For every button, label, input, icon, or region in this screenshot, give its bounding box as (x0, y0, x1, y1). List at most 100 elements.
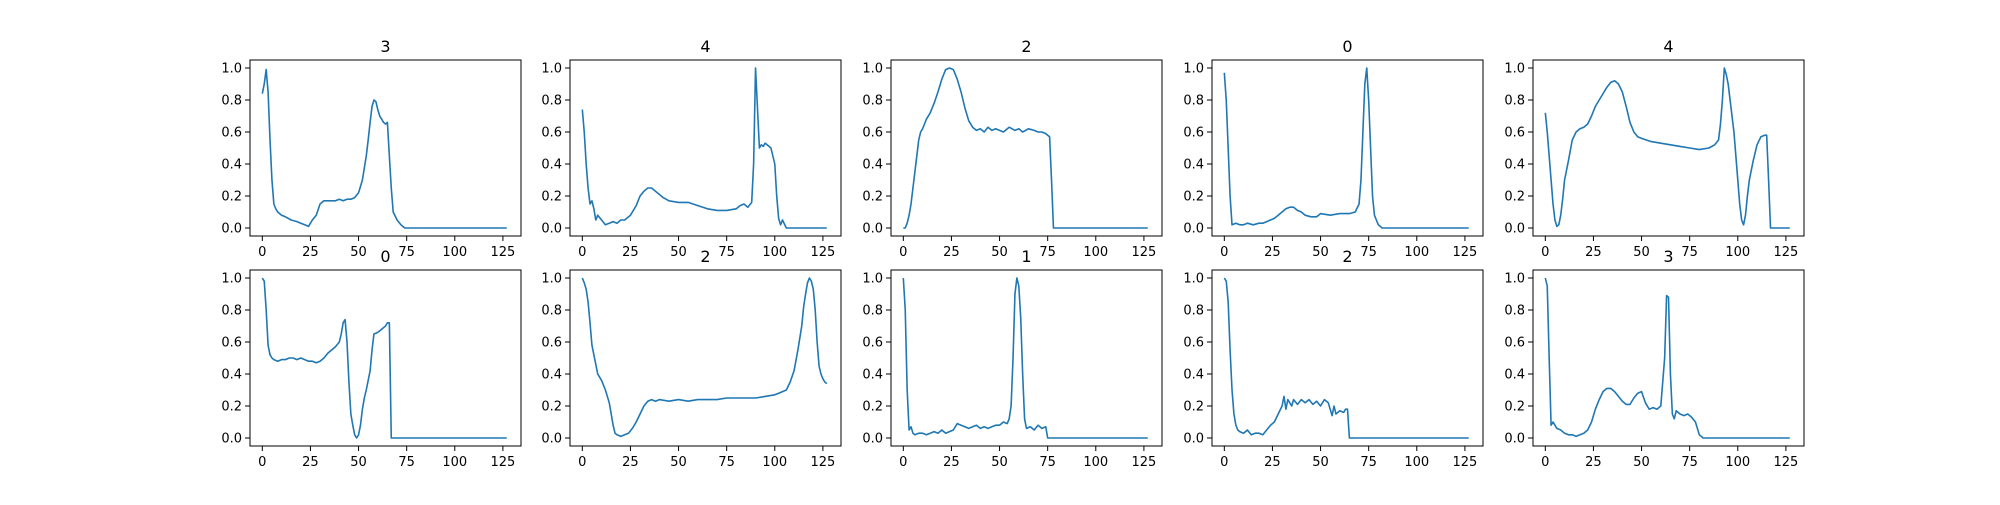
x-tick-label: 125 (1773, 455, 1798, 470)
y-tick-label: 0.6 (1504, 126, 1525, 141)
x-tick-label: 0 (1541, 245, 1549, 260)
y-tick-label: 0.2 (1504, 400, 1525, 415)
x-tick-label: 25 (1585, 455, 1602, 470)
x-tick-label: 100 (1725, 455, 1750, 470)
y-tick-label: 0.8 (541, 94, 562, 109)
x-tick-label: 100 (1404, 245, 1429, 260)
y-tick-label: 0.2 (541, 190, 562, 205)
x-tick-label: 100 (442, 245, 467, 260)
x-tick-label: 25 (943, 245, 960, 260)
x-tick-label: 125 (1452, 245, 1477, 260)
x-tick-label: 50 (1312, 455, 1329, 470)
x-tick-label: 0 (899, 455, 907, 470)
subplot-title: 3 (380, 37, 390, 56)
x-tick-label: 0 (1220, 245, 1228, 260)
subplot-2: 2 0 25 50 75 100 125 0.0 0.2 0.4 0.6 0.8 1.0 (862, 37, 1163, 260)
subplot-title: 0 (1342, 37, 1352, 56)
x-tick-label: 75 (1039, 455, 1056, 470)
y-tick-label: 0.4 (541, 158, 562, 173)
y-tick-label: 0.0 (221, 432, 242, 447)
y-tick-label: 0.0 (1504, 432, 1525, 447)
axes-frame (1532, 269, 1805, 447)
x-tick-label: 100 (1083, 455, 1108, 470)
x-tick-label: 50 (991, 455, 1008, 470)
subplot-7: 1 0 25 50 75 100 125 0.0 0.2 0.4 0.6 0.8 1.0 (862, 247, 1163, 470)
y-tick-label: 0.4 (541, 368, 562, 383)
y-tick-label: 0.4 (1504, 158, 1525, 173)
y-tick-label: 1.0 (221, 272, 242, 287)
y-tick-label: 0.4 (221, 158, 242, 173)
x-tick-label: 75 (398, 245, 415, 260)
y-tick-label: 0.0 (541, 432, 562, 447)
y-tick-label: 1.0 (862, 62, 883, 77)
x-tick-label: 125 (1452, 455, 1477, 470)
y-tick-label: 0.2 (862, 190, 883, 205)
subplot-title: 1 (1021, 247, 1031, 266)
series-line-0 (581, 67, 827, 229)
y-tick-label: 0.8 (541, 304, 562, 319)
x-tick-label: 50 (670, 245, 687, 260)
x-tick-label: 100 (442, 455, 467, 470)
x-tick-label: 100 (1083, 245, 1108, 260)
x-tick-label: 75 (1039, 245, 1056, 260)
x-tick-label: 0 (258, 455, 266, 470)
x-tick-label: 75 (1681, 455, 1698, 470)
x-tick-label: 125 (1131, 455, 1156, 470)
y-tick-label: 1.0 (1504, 272, 1525, 287)
x-tick-label: 0 (1220, 455, 1228, 470)
x-tick-label: 50 (991, 245, 1008, 260)
x-tick-label: 25 (943, 455, 960, 470)
x-tick-label: 0 (258, 245, 266, 260)
series-line-0 (1544, 67, 1790, 229)
x-tick-label: 25 (1264, 455, 1281, 470)
subplot-5: 0 0 25 50 75 100 125 0.0 0.2 0.4 0.6 0.8 1.0 (221, 247, 522, 470)
y-tick-label: 0.6 (541, 126, 562, 141)
axes-frame (1532, 59, 1805, 237)
series-line-0 (261, 68, 507, 229)
x-tick-label: 125 (1131, 245, 1156, 260)
x-tick-label: 100 (1725, 245, 1750, 260)
x-tick-label: 125 (810, 455, 835, 470)
y-tick-label: 0.0 (862, 222, 883, 237)
y-tick-label: 0.6 (862, 336, 883, 351)
y-tick-label: 0.2 (1183, 190, 1204, 205)
axes-frame (249, 269, 522, 447)
subplot-title: 0 (380, 247, 390, 266)
x-tick-label: 125 (490, 245, 515, 260)
x-tick-label: 100 (762, 455, 787, 470)
x-tick-label: 0 (578, 245, 586, 260)
x-tick-label: 0 (1541, 455, 1549, 470)
subplot-9: 3 0 25 50 75 100 125 0.0 0.2 0.4 0.6 0.8 1.0 (1504, 247, 1805, 470)
x-tick-label: 75 (398, 455, 415, 470)
y-tick-label: 1.0 (862, 272, 883, 287)
y-tick-label: 0.6 (862, 126, 883, 141)
x-tick-label: 25 (1264, 245, 1281, 260)
y-tick-label: 0.0 (1183, 222, 1204, 237)
subplot-title: 3 (1663, 247, 1673, 266)
y-tick-label: 0.4 (1183, 158, 1204, 173)
axes-frame (1211, 59, 1484, 237)
y-tick-label: 0.2 (862, 400, 883, 415)
x-tick-label: 25 (622, 245, 639, 260)
x-tick-label: 50 (670, 455, 687, 470)
y-tick-label: 1.0 (1183, 272, 1204, 287)
y-tick-label: 0.0 (862, 432, 883, 447)
y-tick-label: 0.4 (862, 368, 883, 383)
x-tick-label: 50 (350, 245, 367, 260)
subplot-1: 4 0 25 50 75 100 125 0.0 0.2 0.4 0.6 0.8 1.0 (541, 37, 842, 260)
x-tick-label: 100 (1404, 455, 1429, 470)
y-tick-label: 0.6 (1504, 336, 1525, 351)
y-tick-label: 1.0 (541, 272, 562, 287)
x-tick-label: 125 (1773, 245, 1798, 260)
y-tick-label: 1.0 (541, 62, 562, 77)
y-tick-label: 0.8 (221, 304, 242, 319)
series-line-0 (902, 277, 1148, 439)
y-tick-label: 0.6 (541, 336, 562, 351)
y-tick-label: 0.4 (862, 158, 883, 173)
y-tick-label: 0.0 (1183, 432, 1204, 447)
subplot-6: 2 0 25 50 75 100 125 0.0 0.2 0.4 0.6 0.8 1.0 (541, 247, 842, 470)
y-tick-label: 0.6 (221, 126, 242, 141)
y-tick-label: 0.8 (1504, 304, 1525, 319)
y-tick-label: 0.8 (1183, 304, 1204, 319)
